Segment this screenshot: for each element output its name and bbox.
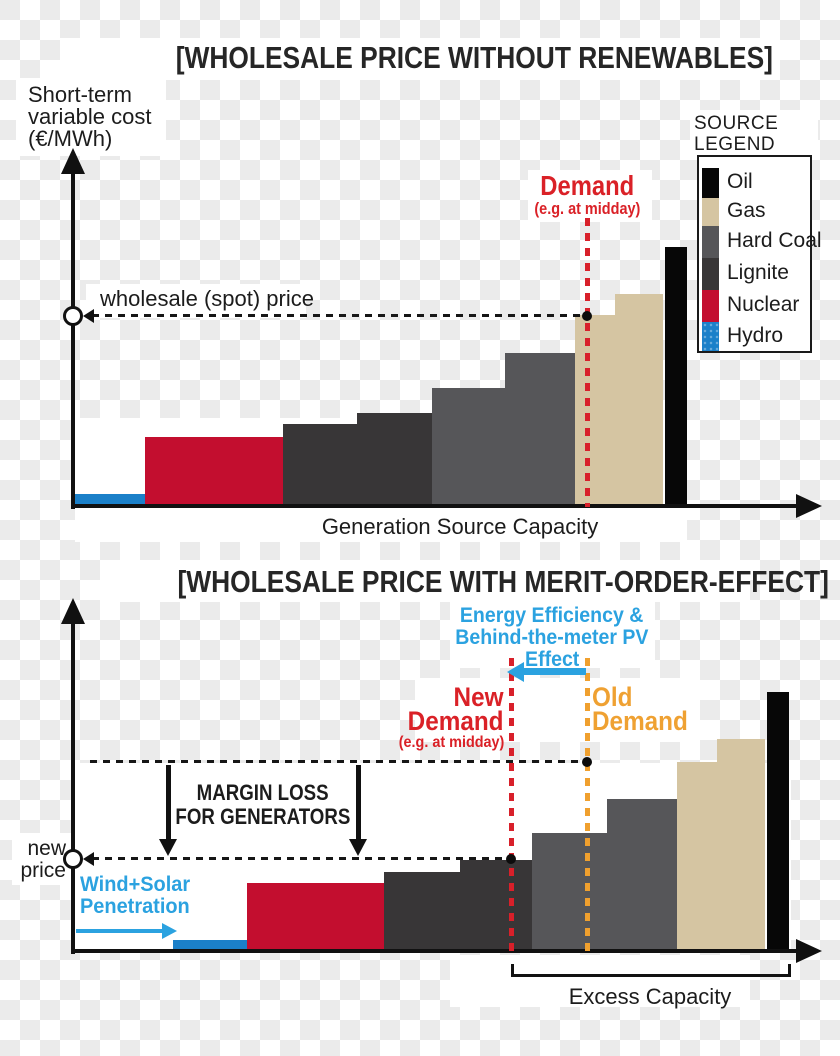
bar-nuclear [145,437,283,507]
new-demand-dashed-line [509,658,514,952]
price-arrowhead-icon [83,309,94,323]
legend-swatch-hard-coal [702,226,719,258]
bar-gas [615,294,663,507]
new-price-marker [63,849,83,869]
white-backing-demand-labels [415,678,700,742]
bar-lignite [460,860,532,952]
bar-hard-coal [505,353,575,507]
white-backing-bottom-title [100,560,750,602]
new-price-label: new price [20,837,66,882]
x-axis-label: Generation Source Capacity [321,514,599,539]
legend-swatch-gas [702,198,719,226]
legend-label-nuclear: Nuclear [727,293,800,316]
bar-lignite [357,413,432,507]
margin-loss-arrow-right [356,765,361,841]
legend-label-gas: Gas [727,199,766,222]
legend-label-hard-coal: Hard Coal [727,229,822,252]
legend-swatch-lignite [702,258,719,290]
bar-oil [665,247,687,507]
new-price-dashed-line [92,857,511,860]
legend-label-lignite: Lignite [727,261,789,284]
white-backing-price-label [86,284,306,318]
white-backing-legend-title [690,110,818,156]
white-backing-top-title [60,38,780,80]
bar-gas [575,315,615,507]
new-demand-label: New Demand (e.g. at midday) [398,682,504,752]
top-y-axis [71,168,75,509]
white-backing-excess-label [450,955,750,1007]
bottom-chart-title: [WHOLESALE PRICE WITH MERIT-ORDER-EFFECT… [177,564,829,599]
legend-label-hydro: Hydro [727,323,784,347]
bar-hard-coal [607,799,677,952]
y-axis-label: Short-term variable cost (€/MWh) [28,82,152,151]
excess-capacity-label: Excess Capacity [568,984,732,1009]
excess-bracket-right-tick [788,964,791,977]
legend-swatch-nuclear [702,290,719,322]
margin-loss-arrowhead-right-icon [349,839,367,856]
bar-hard-coal [532,833,607,952]
bar-gas [717,739,765,952]
price-demand-intersection-dot [582,311,592,321]
wind-solar-label: Wind+Solar Penetration [80,873,191,918]
bar-gas [677,762,717,952]
bottom-y-axis-arrowhead-icon [61,598,85,624]
demand-dashed-line [585,218,590,507]
old-demand-dashed-line [585,658,590,952]
bottom-x-axis [71,949,798,953]
excess-bracket-left-tick [511,964,514,977]
top-y-axis-arrowhead-icon [61,148,85,174]
bar-hard-coal [432,388,505,507]
legend-swatch-oil [702,168,719,198]
margin-loss-arrow-left [166,765,171,841]
excess-bracket-line [511,974,791,977]
bar-nuclear [247,883,384,952]
bar-lignite [384,872,460,952]
old-demand-label: Old Demand [592,682,688,736]
legend-title: SOURCE LEGEND [694,113,779,155]
energy-efficiency-label: Energy Efficiency & Behind-the-meter PV … [455,604,649,671]
margin-loss-label: MARGIN LOSS FOR GENERATORS [175,780,351,829]
wind-solar-arrowhead-icon [162,923,177,939]
top-chart-title: [WHOLESALE PRICE WITHOUT RENEWABLES] [175,40,773,75]
top-x-axis-arrowhead-icon [796,494,822,518]
bottom-x-axis-arrowhead-icon [796,939,822,963]
white-backing-demand-label [528,170,652,222]
old-price-dashed-line [90,760,587,763]
legend-swatch-hydro [702,322,719,351]
wholesale-price-label: wholesale (spot) price [100,286,314,311]
new-price-intersection-dot [506,854,516,864]
white-backing-ee-label [450,600,655,668]
wholesale-price-marker [63,306,83,326]
demand-label: Demand [540,170,634,201]
old-price-intersection-dot [582,757,592,767]
bar-hydro [75,494,145,507]
wind-solar-arrow-shaft [76,929,162,933]
top-x-axis [71,504,798,508]
new-price-arrowhead-icon [83,852,94,866]
legend-label-oil: Oil [727,170,753,193]
ee-arrowhead-icon [507,662,524,682]
bottom-y-axis [71,618,75,954]
wholesale-price-dashed-line [92,314,585,317]
demand-sublabel: (e.g. at midday) [534,199,640,218]
white-backing-yaxis-label [16,78,166,156]
ee-arrow-shaft [524,668,586,675]
bar-oil [767,692,789,952]
margin-loss-arrowhead-left-icon [159,839,177,856]
bar-lignite [283,424,357,507]
